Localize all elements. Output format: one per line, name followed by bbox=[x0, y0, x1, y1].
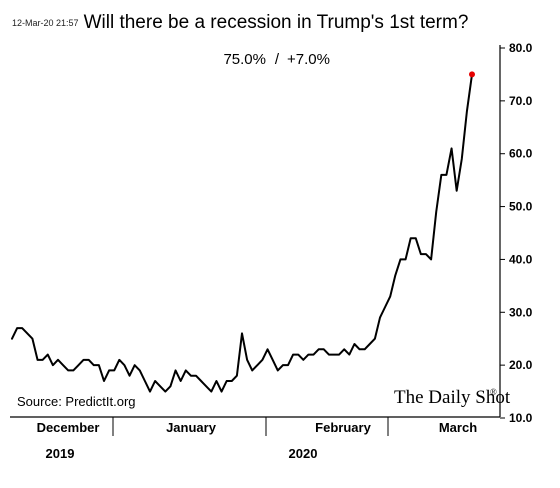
subtitle-change: +7.0% bbox=[287, 51, 330, 68]
y-tick-label: 80.0 bbox=[509, 41, 533, 55]
y-tick-label: 30.0 bbox=[509, 305, 533, 319]
y-axis-ticks: 10.0 20.0 30.0 40.0 50.0 60.0 70.0 80.0 bbox=[500, 41, 533, 425]
chart-title: Will there be a recession in Trump's 1st… bbox=[84, 12, 469, 33]
subtitle-value: 75.0% bbox=[223, 51, 266, 68]
subtitle-separator: / bbox=[275, 51, 280, 68]
month-label-february: February bbox=[315, 420, 371, 435]
y-tick-label: 70.0 bbox=[509, 94, 533, 108]
year-label-2020: 2020 bbox=[289, 446, 318, 461]
y-tick-label: 20.0 bbox=[509, 358, 533, 372]
year-label-2019: 2019 bbox=[46, 446, 75, 461]
y-tick-label: 10.0 bbox=[509, 411, 533, 425]
series-line bbox=[11, 73, 473, 393]
y-tick-label: 50.0 bbox=[509, 200, 533, 214]
month-label-march: March bbox=[439, 420, 477, 435]
month-label-january: January bbox=[166, 420, 217, 435]
y-tick-label: 60.0 bbox=[509, 147, 533, 161]
source-note: Source: PredictIt.org bbox=[17, 394, 136, 409]
brand-logo: The Daily Shot bbox=[394, 387, 511, 408]
latest-value-marker bbox=[469, 71, 475, 78]
y-tick-label: 40.0 bbox=[509, 252, 533, 266]
timestamp: 12-Mar-20 21:57 bbox=[12, 18, 79, 28]
month-label-december: December bbox=[37, 420, 100, 435]
brand-registered-mark: ® bbox=[490, 387, 497, 397]
